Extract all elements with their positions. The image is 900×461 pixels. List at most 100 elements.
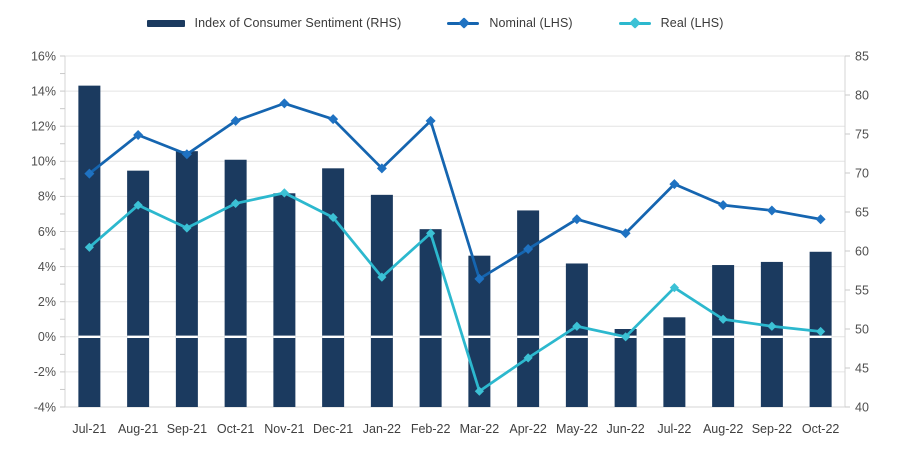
bar bbox=[760, 261, 783, 407]
svg-text:55: 55 bbox=[855, 283, 869, 297]
data-point-diamond bbox=[766, 205, 777, 216]
data-point-diamond bbox=[718, 200, 729, 211]
data-point-diamond bbox=[425, 115, 436, 126]
legend-item-consumer-sentiment: Index of Consumer Sentiment (RHS) bbox=[146, 16, 402, 30]
data-point-diamond bbox=[231, 198, 241, 209]
data-point-diamond bbox=[767, 321, 777, 331]
svg-text:70: 70 bbox=[855, 166, 869, 180]
svg-text:8%: 8% bbox=[38, 190, 56, 204]
svg-text:Jul-21: Jul-21 bbox=[72, 422, 106, 436]
svg-text:85: 85 bbox=[855, 49, 869, 63]
data-point-diamond bbox=[523, 353, 533, 363]
svg-text:Nov-21: Nov-21 bbox=[264, 422, 304, 436]
real-line bbox=[84, 188, 826, 396]
legend-label-real: Real (LHS) bbox=[660, 16, 724, 30]
svg-text:0%: 0% bbox=[38, 330, 56, 344]
svg-text:Feb-22: Feb-22 bbox=[411, 422, 451, 436]
svg-text:14%: 14% bbox=[31, 84, 56, 98]
bar bbox=[663, 317, 686, 407]
data-point-diamond bbox=[377, 272, 387, 282]
svg-text:Jul-22: Jul-22 bbox=[657, 422, 691, 436]
data-point-diamond bbox=[474, 386, 484, 396]
svg-text:Aug-22: Aug-22 bbox=[703, 422, 743, 436]
svg-text:40: 40 bbox=[855, 400, 869, 414]
svg-text:4%: 4% bbox=[38, 260, 56, 274]
svg-text:Apr-22: Apr-22 bbox=[509, 422, 547, 436]
data-point-diamond bbox=[182, 223, 192, 233]
data-point-diamond bbox=[571, 214, 582, 225]
svg-text:16%: 16% bbox=[31, 49, 56, 63]
data-point-diamond bbox=[669, 283, 679, 293]
data-point-diamond bbox=[474, 273, 485, 284]
svg-text:65: 65 bbox=[855, 205, 869, 219]
svg-text:Dec-21: Dec-21 bbox=[313, 422, 353, 436]
data-point-diamond bbox=[426, 228, 436, 238]
svg-text:75: 75 bbox=[855, 127, 869, 141]
data-point-diamond bbox=[376, 163, 387, 174]
bar bbox=[370, 194, 393, 407]
svg-text:Mar-22: Mar-22 bbox=[460, 422, 500, 436]
data-point-diamond bbox=[230, 115, 241, 126]
svg-text:12%: 12% bbox=[31, 120, 56, 134]
svg-text:Oct-21: Oct-21 bbox=[217, 422, 255, 436]
data-point-diamond bbox=[815, 214, 826, 225]
bar bbox=[419, 229, 442, 407]
data-point-diamond bbox=[816, 326, 826, 337]
data-point-diamond bbox=[84, 168, 95, 179]
data-point-diamond bbox=[84, 242, 94, 252]
bar bbox=[517, 210, 540, 407]
data-point-diamond bbox=[328, 212, 338, 223]
nominal-line bbox=[84, 98, 826, 284]
bar-swatch-icon bbox=[146, 19, 185, 27]
legend-label-consumer-sentiment: Index of Consumer Sentiment (RHS) bbox=[194, 16, 402, 30]
svg-text:-2%: -2% bbox=[34, 365, 56, 379]
svg-text:Jun-22: Jun-22 bbox=[607, 422, 645, 436]
bars-rhs bbox=[78, 85, 832, 407]
data-point-diamond bbox=[181, 149, 192, 160]
right-axis-labels: 85 80 75 70 65 60 55 50 45 40 bbox=[855, 49, 869, 414]
svg-text:60: 60 bbox=[855, 244, 869, 258]
svg-text:Sep-22: Sep-22 bbox=[752, 422, 792, 436]
data-point-diamond bbox=[279, 188, 289, 198]
svg-text:Sep-21: Sep-21 bbox=[167, 422, 207, 436]
data-point-diamond bbox=[669, 179, 680, 190]
svg-text:10%: 10% bbox=[31, 155, 56, 169]
bar bbox=[614, 329, 637, 407]
data-point-diamond bbox=[133, 200, 143, 210]
data-point-diamond bbox=[621, 332, 631, 342]
svg-text:May-22: May-22 bbox=[556, 422, 598, 436]
svg-text:45: 45 bbox=[855, 361, 869, 375]
axis-tick-marks bbox=[60, 55, 850, 408]
data-point-diamond bbox=[523, 244, 534, 255]
svg-text:Jan-22: Jan-22 bbox=[363, 422, 401, 436]
data-point-diamond bbox=[718, 314, 728, 324]
svg-text:Oct-22: Oct-22 bbox=[802, 422, 840, 436]
nominal-line-swatch-icon bbox=[447, 17, 480, 29]
bar bbox=[127, 170, 150, 407]
svg-text:6%: 6% bbox=[38, 225, 56, 239]
data-point-diamond bbox=[133, 129, 144, 140]
bar bbox=[175, 151, 198, 407]
real-line-swatch-icon bbox=[618, 17, 651, 29]
data-point-diamond bbox=[572, 321, 582, 331]
legend-item-nominal: Nominal (LHS) bbox=[447, 16, 573, 30]
data-point-diamond bbox=[620, 228, 631, 239]
bar bbox=[565, 263, 588, 407]
svg-text:-4%: -4% bbox=[34, 400, 56, 414]
chart-legend: Index of Consumer Sentiment (RHS) Nomina… bbox=[0, 6, 870, 40]
left-axis-labels: 16% 14% 12% 10% 8% 6% 4% 2% 0% -2% -4% bbox=[31, 49, 56, 414]
bar bbox=[273, 193, 296, 407]
legend-label-nominal: Nominal (LHS) bbox=[489, 16, 573, 30]
svg-text:80: 80 bbox=[855, 88, 869, 102]
bar bbox=[224, 159, 247, 407]
data-point-diamond bbox=[279, 98, 290, 109]
svg-text:Aug-21: Aug-21 bbox=[118, 422, 158, 436]
x-axis-labels: Jul-21 Aug-21 Sep-21 Oct-21 Nov-21 Dec-21 Jan-… bbox=[72, 422, 839, 436]
legend-item-real: Real (LHS) bbox=[618, 16, 724, 30]
bar bbox=[322, 168, 345, 407]
svg-text:2%: 2% bbox=[38, 295, 56, 309]
data-point-diamond bbox=[328, 114, 339, 125]
svg-text:50: 50 bbox=[855, 322, 869, 336]
